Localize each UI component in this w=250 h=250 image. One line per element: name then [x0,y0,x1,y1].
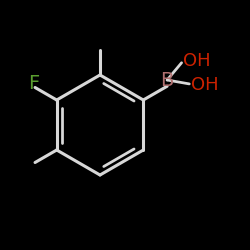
Text: F: F [28,74,40,93]
Text: B: B [160,70,174,90]
Text: OH: OH [183,52,210,70]
Text: OH: OH [190,76,218,94]
